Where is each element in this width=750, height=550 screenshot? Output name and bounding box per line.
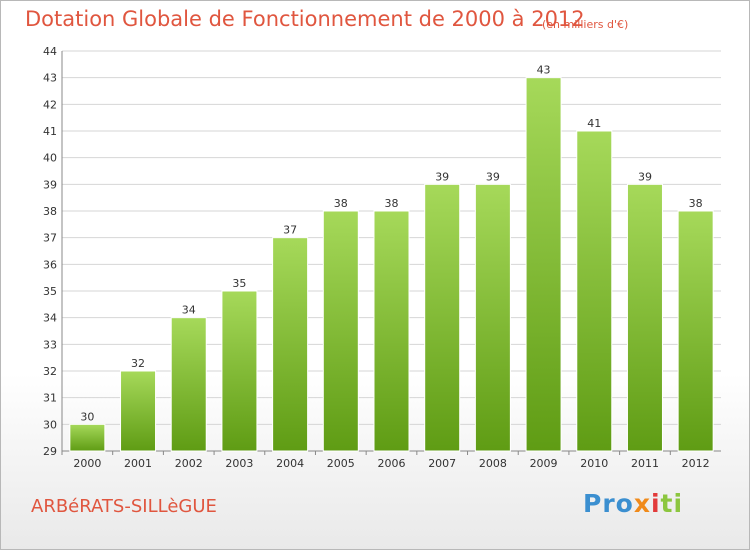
proxiti-logo[interactable]: Proxiti [583, 489, 683, 518]
x-tick-label: 2010 [580, 457, 608, 470]
y-tick-label: 40 [43, 152, 57, 165]
logo-part: x [633, 489, 651, 518]
bar-value-label: 38 [334, 197, 348, 210]
bar-value-label: 35 [232, 277, 246, 290]
x-tick-label: 2011 [631, 457, 659, 470]
x-tick-label: 2008 [479, 457, 507, 470]
bar-value-label: 37 [283, 224, 297, 237]
x-tick-label: 2012 [682, 457, 710, 470]
bar [525, 77, 562, 452]
bar [626, 183, 663, 452]
bar [424, 183, 461, 452]
bar [576, 130, 613, 452]
y-tick-label: 38 [43, 205, 57, 218]
y-tick-label: 32 [43, 365, 57, 378]
bar-value-label: 32 [131, 357, 145, 370]
chart-title: Dotation Globale de Fonctionnement de 20… [25, 7, 585, 31]
bar [69, 423, 106, 452]
logo-part: Pro [583, 489, 634, 518]
x-tick-label: 2003 [225, 457, 253, 470]
bar [272, 237, 309, 452]
y-tick-label: 37 [43, 232, 57, 245]
y-tick-label: 29 [43, 445, 57, 458]
bar-value-label: 39 [435, 170, 449, 183]
y-tick-label: 44 [43, 45, 57, 58]
bar-value-label: 43 [537, 64, 551, 77]
x-tick-label: 2007 [428, 457, 456, 470]
y-tick-label: 39 [43, 178, 57, 191]
bar-value-label: 30 [80, 410, 94, 423]
bar [120, 370, 157, 452]
x-tick-label: 2005 [327, 457, 355, 470]
y-tick-label: 36 [43, 258, 57, 271]
x-tick-label: 2001 [124, 457, 152, 470]
bar [474, 183, 511, 452]
x-tick-label: 2002 [175, 457, 203, 470]
bar-value-label: 39 [486, 170, 500, 183]
y-tick-label: 41 [43, 125, 57, 138]
bar-layer [69, 77, 714, 452]
bar-value-label: 34 [182, 304, 196, 317]
y-tick-label: 33 [43, 338, 57, 351]
x-tick-label: 2009 [530, 457, 558, 470]
bar [221, 290, 258, 452]
bar-value-label: 41 [587, 117, 601, 130]
x-tick-label: 2000 [73, 457, 101, 470]
label-layer: 30 2000 32 2001 34 2002 35 2003 37 2004 38 2005 38 20… [73, 64, 709, 470]
logo-part: ti [660, 489, 684, 518]
x-tick-label: 2004 [276, 457, 304, 470]
commune-name: ARBéRATS-SILLèGUE [31, 496, 217, 517]
y-tick-label: 42 [43, 98, 57, 111]
bar-value-label: 38 [689, 197, 703, 210]
x-tick-label: 2006 [378, 457, 406, 470]
y-tick-label: 34 [43, 312, 57, 325]
bar [677, 210, 714, 452]
y-tick-label: 31 [43, 392, 57, 405]
bar [373, 210, 410, 452]
bar [322, 210, 359, 452]
logo-part: i [650, 489, 661, 518]
bar-value-label: 39 [638, 170, 652, 183]
bar [170, 317, 207, 452]
axis-layer: 29 30 31 32 33 34 35 36 37 38 39 40 41 42 43 44 [43, 45, 721, 458]
y-tick-label: 43 [43, 72, 57, 85]
bar-value-label: 38 [385, 197, 399, 210]
y-tick-label: 35 [43, 285, 57, 298]
chart-unit: (en milliers d'€) [542, 18, 629, 31]
y-tick-label: 30 [43, 418, 57, 431]
